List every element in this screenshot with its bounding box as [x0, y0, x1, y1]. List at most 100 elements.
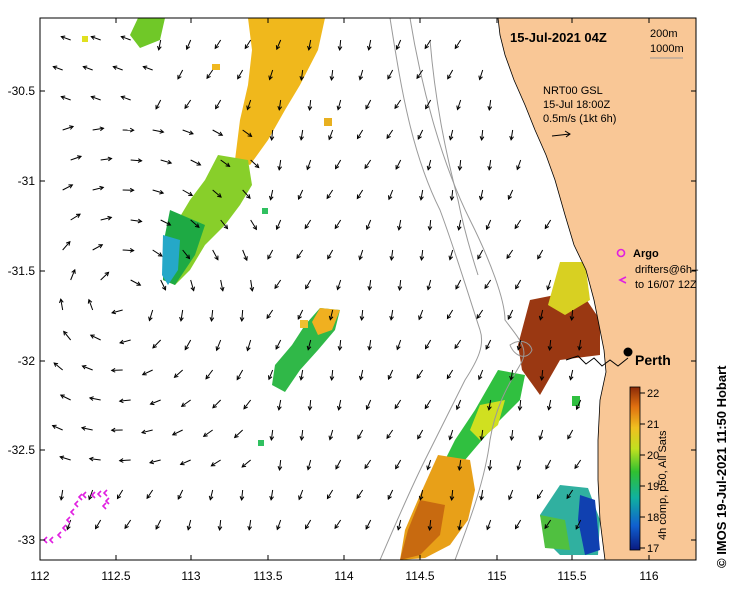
- current-arrow: [179, 459, 191, 466]
- current-arrow: [208, 489, 214, 501]
- current-arrow: [247, 519, 252, 531]
- current-arrow: [66, 519, 72, 531]
- lat-tick-label: -30.5: [8, 84, 36, 98]
- current-arrow: [455, 279, 462, 290]
- current-arrow: [267, 369, 274, 381]
- current-arrow: [110, 367, 123, 373]
- current-arrow: [148, 459, 161, 465]
- drifter-position-marker: [61, 524, 67, 532]
- current-arrow: [59, 455, 71, 461]
- current-arrow: [358, 249, 364, 261]
- current-arrow: [419, 249, 425, 261]
- current-arrow: [426, 159, 432, 171]
- current-arrow: [516, 339, 522, 351]
- current-arrow: [394, 99, 402, 110]
- lat-tick-label: -31: [18, 174, 36, 188]
- current-arrow: [82, 65, 93, 71]
- lon-tick-label: 113.5: [253, 569, 282, 583]
- map-timestamp: 15-Jul-2021 04Z: [510, 30, 607, 45]
- current-arrow: [509, 129, 514, 141]
- current-arrow: [81, 364, 93, 371]
- lat-tick-label: -32: [18, 354, 36, 368]
- current-arrow: [304, 219, 312, 230]
- current-arrow: [88, 456, 101, 462]
- current-arrow: [546, 399, 552, 411]
- current-arrow: [268, 189, 274, 201]
- current-arrow: [424, 39, 432, 50]
- colorbar-tick-label: 17: [647, 543, 659, 555]
- lon-tick-label: 116: [639, 569, 658, 583]
- current-arrow: [367, 339, 372, 351]
- current-arrow: [180, 399, 191, 407]
- current-arrow: [566, 489, 574, 500]
- current-arrow: [250, 159, 260, 169]
- colorbar-tick-label: 21: [647, 419, 659, 431]
- current-arrow: [447, 69, 454, 80]
- current-arrow: [306, 339, 312, 351]
- current-arrow: [241, 459, 251, 468]
- current-arrow: [214, 39, 222, 50]
- current-arrow: [116, 489, 124, 500]
- current-arrow: [277, 99, 283, 111]
- current-arrow: [446, 309, 454, 320]
- drifter-marker-icon: [618, 276, 627, 284]
- current-arrow: [88, 396, 101, 401]
- current-arrow: [386, 429, 394, 440]
- sst-speck: [324, 118, 332, 126]
- current-arrow: [185, 39, 192, 51]
- colorbar-tick-label: 20: [647, 450, 659, 462]
- current-arrow: [236, 369, 244, 381]
- current-arrow: [51, 424, 63, 431]
- current-arrow: [387, 69, 394, 80]
- isobath-legend-200m: 200m: [650, 28, 678, 40]
- current-arrow: [418, 489, 424, 501]
- lon-tick-label: 115: [487, 569, 506, 583]
- current-arrow: [269, 489, 274, 501]
- sst-speck: [300, 320, 308, 328]
- current-arrow: [182, 189, 194, 196]
- current-arrow: [329, 69, 335, 81]
- current-arrow: [454, 339, 462, 350]
- current-arrow: [356, 489, 364, 500]
- current-arrow: [92, 126, 105, 132]
- current-arrow: [277, 399, 282, 411]
- current-arrow: [367, 279, 373, 291]
- current-arrow: [326, 189, 334, 200]
- current-arrow: [365, 219, 372, 231]
- current-arrow: [417, 429, 424, 440]
- drifter-position-marker: [96, 490, 102, 498]
- drifter-position-marker: [73, 500, 79, 508]
- current-arrow: [306, 159, 312, 171]
- current-arrow: [449, 189, 455, 201]
- current-arrow: [416, 369, 424, 380]
- argo-marker-icon: [616, 248, 626, 258]
- colorbar-caption: 4h comp, p50, All Sats: [657, 430, 669, 540]
- current-arrow: [328, 309, 334, 321]
- current-arrow: [536, 489, 544, 500]
- current-arrow: [276, 519, 282, 531]
- current-arrow: [359, 309, 365, 321]
- lon-tick-label: 112: [30, 569, 49, 583]
- drifter-position-marker: [69, 508, 75, 516]
- current-arrow: [575, 519, 582, 530]
- current-arrow: [52, 65, 63, 71]
- lat-tick-label: -32.5: [8, 443, 36, 457]
- argo-label: Argo: [633, 248, 659, 260]
- current-arrow: [457, 459, 463, 471]
- current-arrow: [456, 99, 462, 111]
- current-arrow: [220, 159, 231, 168]
- current-arrow: [190, 219, 200, 228]
- current-arrow: [396, 339, 402, 351]
- current-arrow: [478, 189, 484, 201]
- current-legend-source: NRT00 GSL: [543, 85, 603, 97]
- current-arrow: [334, 519, 342, 530]
- perth-label: Perth: [635, 352, 671, 368]
- current-arrow: [517, 399, 523, 411]
- lon-tick-label: 113: [181, 569, 200, 583]
- current-arrow: [63, 330, 72, 341]
- current-arrow: [112, 65, 123, 71]
- current-arrow: [356, 129, 364, 140]
- current-arrow: [389, 249, 395, 261]
- current-arrow: [367, 39, 372, 51]
